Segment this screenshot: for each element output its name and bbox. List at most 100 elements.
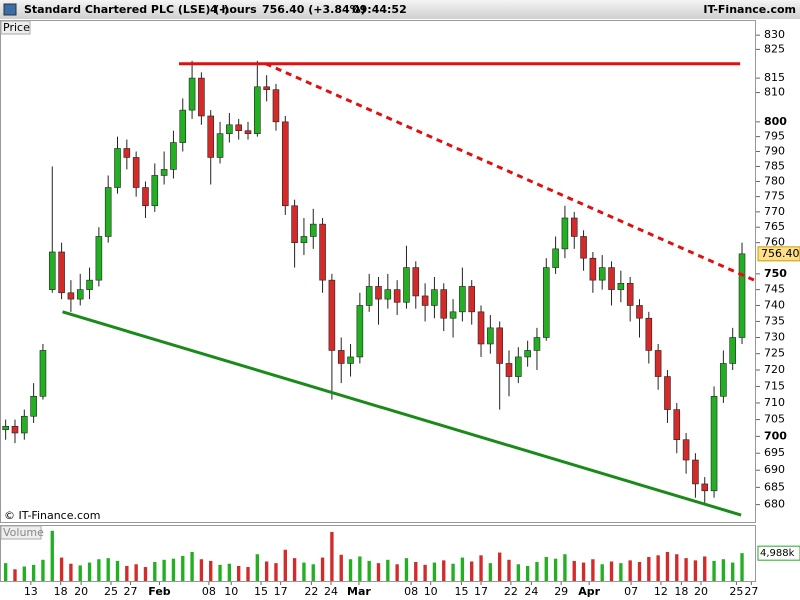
volume-bar — [609, 561, 614, 581]
candle-body — [710, 396, 718, 492]
candle-body — [207, 115, 215, 158]
volume-bar — [591, 559, 595, 581]
candle-body — [524, 350, 531, 358]
candle-body — [48, 251, 56, 290]
candle-body — [104, 187, 112, 237]
volume-bar — [22, 566, 26, 581]
volume-bar — [740, 553, 744, 581]
volume-bar — [69, 563, 73, 581]
volume-bar — [693, 560, 698, 581]
volume-bar — [404, 558, 409, 581]
volume-bar — [41, 559, 45, 581]
candle-body — [151, 175, 159, 207]
candle-body — [328, 279, 336, 351]
candle-body — [720, 363, 727, 397]
candle-body — [254, 86, 261, 134]
y-tick-label: 745 — [764, 283, 785, 296]
candle-body — [30, 396, 37, 417]
volume-bar — [255, 554, 260, 581]
y-tick-label: 705 — [764, 413, 785, 426]
y-tick-label: 780 — [764, 174, 785, 187]
volume-bar — [302, 562, 306, 581]
candle-body — [701, 483, 709, 492]
candle-body — [356, 305, 364, 358]
y-tick-label: 810 — [764, 86, 785, 99]
x-tick-label: 15 — [254, 585, 268, 598]
price-label: Price — [3, 21, 30, 34]
candle-body — [673, 409, 681, 441]
candle-body — [132, 157, 140, 188]
candle-body — [636, 305, 643, 319]
x-tick-label: 15 — [454, 585, 468, 598]
volume-bar — [320, 557, 325, 581]
x-tick-label: 25 — [729, 585, 743, 598]
volume-bar — [190, 551, 194, 581]
volume-bar — [600, 564, 604, 581]
candle-body — [431, 289, 438, 306]
candle-body — [459, 286, 466, 313]
volume-bar — [358, 556, 362, 581]
candle-body — [403, 267, 410, 303]
candle-body — [95, 236, 103, 281]
volume-bar — [97, 559, 101, 581]
candle-body — [412, 267, 420, 297]
header-bar — [0, 0, 800, 19]
volume-bar — [125, 565, 129, 581]
y-tick-label: 715 — [764, 379, 785, 392]
volume-bar — [637, 562, 642, 581]
trendline — [62, 310, 742, 517]
volume-bar — [479, 555, 483, 581]
volume-bar — [292, 558, 297, 581]
candle-body — [533, 337, 541, 351]
candle-body — [561, 217, 569, 250]
watermark: © IT-Finance.com — [4, 509, 101, 522]
candle-body — [282, 121, 289, 207]
volume-bar — [442, 560, 446, 581]
x-tick-label: 08 — [404, 585, 418, 598]
candle-body — [580, 236, 587, 259]
x-tick-label: 24 — [524, 585, 538, 598]
candle-body — [365, 286, 373, 306]
volume-bar — [619, 563, 623, 581]
volume-bar — [703, 556, 707, 581]
volume-bar — [153, 562, 157, 581]
candle-body — [58, 251, 65, 294]
candle-body — [123, 148, 131, 158]
time: 09:44:52 — [352, 3, 407, 16]
volume-bar — [3, 563, 8, 581]
candle-body — [393, 289, 401, 303]
candle-body — [449, 311, 457, 319]
y-tick-label: 695 — [764, 446, 785, 459]
x-tick-label: 10 — [224, 585, 238, 598]
last-volume-label: 4,988k — [760, 548, 795, 559]
volume-bar — [209, 560, 213, 581]
last-volume-box — [757, 545, 800, 561]
x-tick-label: 10 — [424, 585, 438, 598]
y-tick-label: 830 — [764, 28, 785, 41]
volume-label: Volume — [3, 526, 44, 539]
volume-bar — [59, 557, 64, 581]
x-tick-label: Apr — [578, 585, 600, 598]
candle-body — [421, 295, 429, 306]
candle-body — [589, 257, 597, 281]
x-tick-label: 12 — [654, 585, 668, 598]
volume-bar — [134, 564, 138, 581]
candle-body — [235, 124, 242, 131]
candle-body — [198, 77, 205, 117]
volume-label-box — [0, 525, 42, 540]
y-tick-label: 680 — [764, 498, 785, 511]
volume-bar — [78, 565, 82, 581]
volume-bar — [656, 555, 660, 581]
volume-bar — [721, 559, 726, 581]
candle-body — [738, 253, 746, 338]
volume-bar — [386, 559, 390, 581]
volume-bar — [516, 564, 520, 581]
x-tick-label: 07 — [624, 585, 638, 598]
volume-bar — [227, 563, 232, 581]
volume-bar — [330, 531, 334, 581]
candle-body — [309, 223, 317, 237]
candle-body — [347, 356, 354, 364]
volume-bar — [115, 560, 120, 581]
candle-body — [114, 148, 121, 188]
volume-bar — [13, 569, 17, 581]
